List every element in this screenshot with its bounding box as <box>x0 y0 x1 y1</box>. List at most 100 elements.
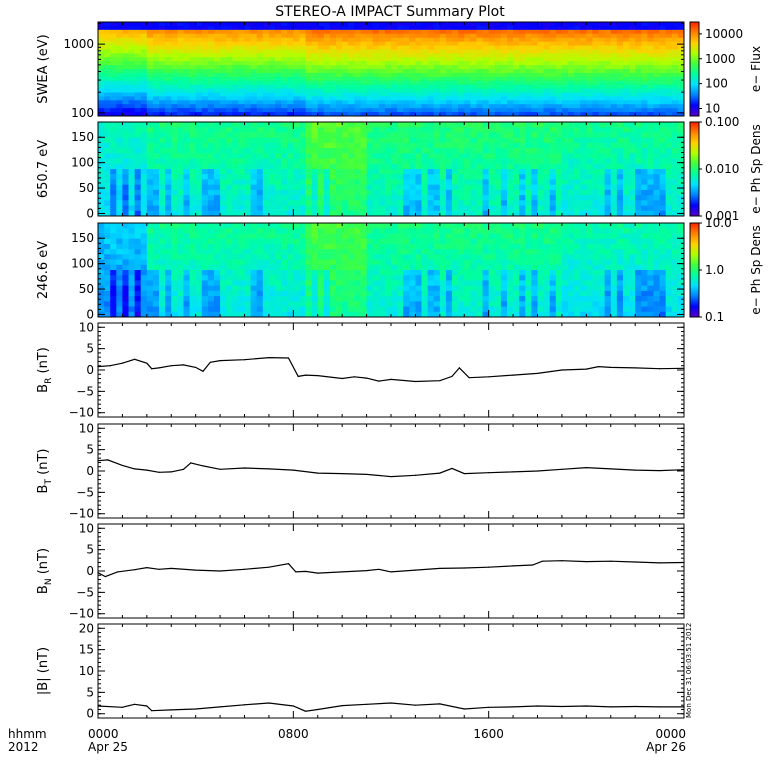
spectrogram-cell <box>311 41 319 47</box>
spectrogram-cell <box>494 61 502 66</box>
spectrogram-cell <box>275 57 282 62</box>
spectrogram-cell <box>262 92 270 98</box>
pitch-angle-cell <box>305 275 313 282</box>
spectrogram-cell <box>677 65 684 70</box>
spectrogram-cell <box>500 92 508 98</box>
spectrogram-cell <box>653 100 661 105</box>
spectrogram-cell <box>232 22 239 27</box>
pitch-angle-cell <box>372 153 380 160</box>
pitch-angle-cell <box>213 210 221 216</box>
spectrogram-cell <box>98 22 105 27</box>
spectrogram-cell <box>488 45 496 51</box>
pitch-angle-cell <box>287 306 294 313</box>
spectrogram-cell <box>629 112 636 116</box>
spectrogram-cell <box>372 45 380 51</box>
pitch-angle-cell <box>299 200 307 207</box>
pitch-angle-cell <box>598 163 606 170</box>
spectrogram-cell <box>244 37 252 43</box>
pitch-angle-cell <box>165 223 172 229</box>
spectrogram-cell <box>659 29 667 35</box>
pitch-angle-cell <box>671 137 679 144</box>
pitch-angle-cell <box>653 169 661 175</box>
y-tick-label: 150 <box>71 130 94 144</box>
spectrogram-cell <box>677 112 684 116</box>
spectrogram-cell <box>323 53 331 58</box>
pitch-angle-cell <box>470 163 478 170</box>
pitch-angle-cell <box>580 132 587 139</box>
spectrogram-cell <box>580 96 587 101</box>
pitch-angle-cell <box>610 148 618 154</box>
pitch-angle-cell <box>207 306 215 313</box>
pitch-angle-cell <box>323 142 331 149</box>
pitch-angle-cell <box>445 122 453 128</box>
pitch-angle-cell <box>165 270 172 276</box>
spectrogram-cell <box>165 100 172 105</box>
spectrogram-cell <box>207 96 215 101</box>
spectrogram-cell <box>372 108 380 113</box>
spectrogram-cell <box>177 104 185 109</box>
spectrogram-cell <box>439 57 447 62</box>
pitch-angle-cell <box>268 169 276 175</box>
spectrogram-cell <box>152 72 160 78</box>
spectrogram-cell <box>616 76 624 82</box>
spectrogram-cell <box>397 65 404 70</box>
spectrogram-cell <box>671 45 679 51</box>
pitch-angle-cell <box>122 205 130 212</box>
spectrogram-cell <box>397 61 404 66</box>
spectrogram-cell <box>366 41 374 47</box>
spectrogram-cell <box>506 33 514 39</box>
pitch-angle-cell <box>110 233 117 240</box>
spectrogram-cell <box>372 76 380 82</box>
spectrogram-cell <box>415 104 423 109</box>
spectrogram-cell <box>415 69 423 74</box>
pitch-angle-cell <box>671 132 679 139</box>
spectrogram-cell <box>494 45 502 51</box>
spectrogram-cell <box>232 72 239 78</box>
spectrogram-cell <box>415 88 423 94</box>
spectrogram-cell <box>445 72 453 78</box>
pitch-angle-cell <box>665 137 673 144</box>
spectrogram-cell <box>159 57 166 62</box>
pitch-angle-cell <box>305 296 313 302</box>
spectrogram-cell <box>616 65 624 70</box>
pitch-angle-cell <box>629 142 636 149</box>
pitch-angle-cell <box>262 259 270 266</box>
pitch-angle-cell <box>232 122 239 128</box>
spectrogram-cell <box>213 61 221 66</box>
spectrogram-cell <box>220 53 227 58</box>
pitch-angle-cell <box>397 195 404 201</box>
pitch-angle-cell <box>213 142 221 149</box>
pitch-angle-cell <box>195 148 203 154</box>
spectrogram-cell <box>671 53 679 58</box>
pitch-angle-cell <box>250 163 258 170</box>
pitch-angle-cell <box>677 200 684 207</box>
pitch-angle-cell <box>409 189 417 196</box>
pitch-angle-cell <box>183 142 191 149</box>
spectrogram-cell <box>409 57 417 62</box>
pitch-angle-cell <box>598 210 606 216</box>
spectrogram-cell <box>323 22 331 27</box>
spectrogram-cell <box>140 65 148 70</box>
spectrogram-cell <box>275 69 282 74</box>
spectrogram-cell <box>293 108 301 113</box>
pitch-angle-cell <box>360 122 368 128</box>
pitch-angle-cell <box>110 137 117 144</box>
pitch-angle-cell <box>213 223 221 229</box>
spectrogram-cell <box>671 29 679 35</box>
pitch-angle-cell <box>220 205 227 212</box>
pitch-angle-cell <box>384 137 392 144</box>
pitch-angle-cell <box>519 153 526 160</box>
pitch-angle-cell <box>268 249 276 255</box>
pitch-angle-cell <box>110 169 117 175</box>
pitch-angle-cell <box>232 259 239 266</box>
pitch-angle-cell <box>134 169 142 175</box>
spectrogram-cell <box>439 112 447 116</box>
pitch-angle-cell <box>152 275 160 282</box>
spectrogram-cell <box>201 37 209 43</box>
spectrogram-cell <box>622 112 630 116</box>
pitch-angle-cell <box>256 296 264 302</box>
pitch-angle-cell <box>580 127 587 134</box>
pitch-angle-cell <box>262 153 270 160</box>
spectrogram-cell <box>122 112 130 116</box>
pitch-angle-cell <box>513 174 520 181</box>
